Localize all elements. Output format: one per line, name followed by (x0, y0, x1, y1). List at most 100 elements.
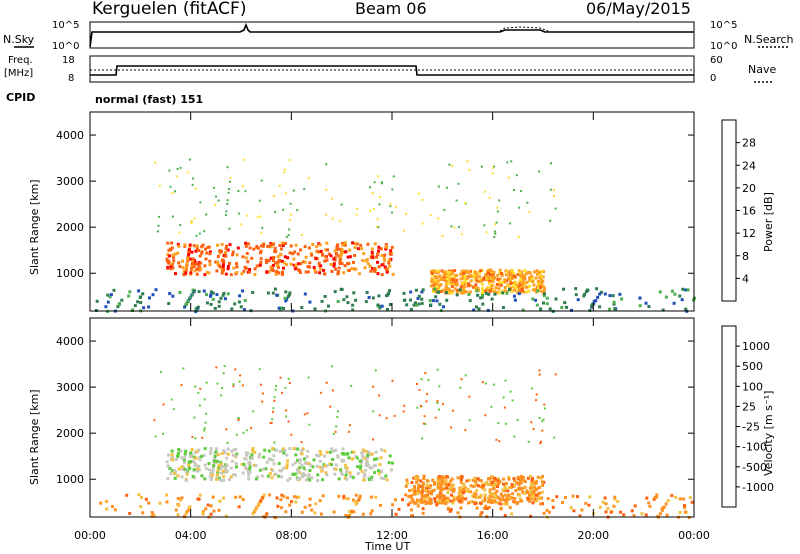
range-cell (308, 261, 312, 265)
range-cell (288, 228, 291, 231)
range-cell (445, 298, 449, 302)
range-cell (483, 224, 486, 227)
range-cell (458, 288, 462, 292)
range-cell (554, 297, 558, 301)
range-cell (171, 469, 174, 473)
range-cell (492, 479, 496, 483)
range-cell (450, 285, 454, 288)
power-colorbar-label: Power [dB] (762, 192, 775, 252)
range-cell (238, 294, 242, 298)
range-cell (282, 208, 285, 211)
range-cell (303, 292, 307, 296)
range-cell (108, 295, 112, 299)
range-cell (437, 481, 441, 485)
range-cell (337, 410, 339, 413)
range-cell (275, 496, 279, 500)
range-cell (468, 299, 472, 303)
power-ylabel: Slant Range [km] (28, 179, 41, 275)
range-cell (212, 459, 216, 463)
range-cell (542, 418, 545, 421)
range-cell (300, 306, 304, 309)
range-cell (498, 440, 501, 443)
range-cell (209, 302, 213, 306)
range-cell (370, 509, 374, 513)
range-cell (165, 257, 169, 261)
range-cell (419, 490, 422, 494)
range-cell (348, 509, 352, 513)
range-cell (342, 298, 346, 302)
range-cell (336, 416, 339, 418)
range-cell (173, 476, 177, 480)
range-cell (195, 246, 199, 250)
range-cell (465, 276, 469, 280)
range-cell (366, 242, 370, 246)
range-cell (244, 266, 248, 270)
noise-panel (89, 21, 695, 49)
range-cell (220, 242, 224, 246)
range-cell (111, 505, 114, 508)
range-cell (306, 449, 310, 453)
range-cell (252, 410, 255, 413)
range-cell (192, 244, 196, 248)
range-cell (507, 276, 510, 280)
range-cell (446, 273, 450, 277)
range-cell (532, 288, 535, 292)
range-cell (551, 505, 555, 509)
range-cell (417, 500, 421, 504)
range-cell (171, 458, 175, 462)
range-cell (514, 280, 518, 284)
range-cell (380, 254, 384, 257)
range-cell (182, 367, 185, 370)
range-cell (99, 501, 103, 505)
range-cell (219, 465, 223, 469)
range-cell (428, 497, 432, 501)
range-cell (197, 497, 201, 501)
range-cell (274, 388, 277, 391)
range-cell (342, 459, 346, 463)
range-cell (405, 303, 409, 307)
range-cell (454, 282, 457, 286)
range-cell (276, 255, 280, 259)
range-cell (515, 502, 519, 506)
range-cell (440, 477, 444, 481)
range-cell (533, 288, 537, 292)
range-cell (222, 478, 226, 482)
range-cell (278, 258, 282, 262)
range-cell (300, 452, 304, 456)
range-cell (361, 450, 365, 454)
range-cell (259, 260, 263, 264)
range-cell (538, 417, 541, 419)
range-cell (344, 473, 348, 477)
range-cell (447, 487, 451, 491)
range-cell (542, 511, 546, 515)
range-cell (488, 279, 492, 283)
x-tick-label: 16:00 (477, 529, 509, 542)
range-cell (472, 491, 476, 495)
range-cell (355, 501, 359, 505)
range-cell (498, 271, 502, 275)
range-cell (95, 299, 99, 303)
range-cell (156, 230, 159, 233)
range-cell (342, 271, 346, 275)
range-cell (237, 417, 240, 419)
range-cell (664, 502, 668, 506)
range-cell (230, 449, 234, 453)
range-cell (505, 502, 509, 506)
range-cell (526, 270, 530, 274)
range-cell (484, 273, 487, 277)
range-cell (430, 278, 434, 282)
range-cell (460, 291, 464, 295)
range-cell (460, 475, 464, 479)
range-cell (508, 506, 512, 510)
range-cell (271, 447, 275, 451)
range-cell (318, 243, 322, 247)
range-cell (462, 482, 466, 486)
range-cell (521, 280, 525, 284)
range-cell (369, 255, 373, 259)
range-cell (388, 303, 392, 306)
range-cell (386, 308, 389, 311)
time-axis-label: Time UT (364, 540, 410, 553)
range-cell (231, 453, 235, 457)
range-cell (542, 288, 546, 292)
colorbar-frame (721, 119, 737, 302)
